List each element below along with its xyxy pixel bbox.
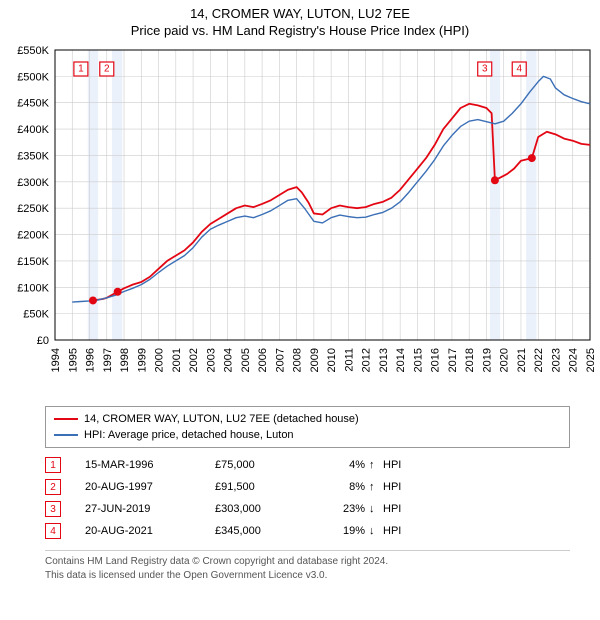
svg-text:2016: 2016 (430, 348, 442, 372)
sale-pct: 23% (315, 503, 369, 515)
svg-text:2009: 2009 (309, 348, 321, 372)
sale-marker: 3 (45, 501, 61, 517)
svg-text:1997: 1997 (102, 348, 114, 372)
svg-text:2018: 2018 (464, 348, 476, 372)
svg-text:£400K: £400K (17, 124, 49, 136)
sale-date: 15-MAR-1996 (85, 459, 215, 471)
legend-swatch (54, 434, 78, 436)
svg-text:2022: 2022 (533, 348, 545, 372)
footer: Contains HM Land Registry data © Crown c… (45, 550, 570, 583)
svg-text:2020: 2020 (499, 348, 511, 372)
sale-price: £91,500 (215, 481, 315, 493)
svg-text:£450K: £450K (17, 98, 49, 110)
sale-pct: 19% (315, 525, 369, 537)
svg-text:2017: 2017 (447, 348, 459, 372)
svg-text:2015: 2015 (412, 348, 424, 372)
svg-text:2024: 2024 (568, 348, 580, 372)
svg-text:£250K: £250K (17, 203, 49, 215)
svg-text:2019: 2019 (481, 348, 493, 372)
svg-text:1999: 1999 (136, 348, 148, 372)
svg-text:2011: 2011 (343, 348, 355, 372)
svg-text:2000: 2000 (154, 348, 166, 372)
footer-line: This data is licensed under the Open Gov… (45, 569, 570, 583)
sale-date: 20-AUG-2021 (85, 525, 215, 537)
svg-text:2003: 2003 (205, 348, 217, 372)
svg-text:2025: 2025 (585, 348, 597, 372)
svg-text:2001: 2001 (171, 348, 183, 372)
footer-line: Contains HM Land Registry data © Crown c… (45, 555, 570, 569)
svg-text:£350K: £350K (17, 150, 49, 162)
title-address: 14, CROMER WAY, LUTON, LU2 7EE (0, 6, 600, 21)
sale-date: 27-JUN-2019 (85, 503, 215, 515)
svg-text:2008: 2008 (292, 348, 304, 372)
svg-text:£550K: £550K (17, 45, 49, 57)
svg-text:1995: 1995 (67, 348, 79, 372)
svg-text:£0: £0 (37, 335, 49, 347)
svg-text:2021: 2021 (516, 348, 528, 372)
title-subtitle: Price paid vs. HM Land Registry's House … (0, 23, 600, 38)
sale-marker: 4 (45, 523, 61, 539)
sale-hpi-label: HPI (383, 503, 423, 515)
sale-marker: 2 (45, 479, 61, 495)
arrow-icon: ↑ (369, 481, 383, 493)
legend-item: 14, CROMER WAY, LUTON, LU2 7EE (detached… (54, 411, 561, 427)
price-chart: £0 £50K £100K £150K £200K £250K £300K £350K £400… (0, 40, 600, 400)
svg-text:2005: 2005 (240, 348, 252, 372)
svg-text:1996: 1996 (85, 348, 97, 372)
svg-text:£300K: £300K (17, 177, 49, 189)
legend-label: HPI: Average price, detached house, Luto… (84, 427, 294, 443)
sale-pct: 8% (315, 481, 369, 493)
svg-text:3: 3 (482, 64, 488, 75)
sale-row: 3 27-JUN-2019£303,00023%↓HPI (45, 498, 570, 520)
svg-text:2002: 2002 (188, 348, 200, 372)
sale-pct: 4% (315, 459, 369, 471)
svg-text:1: 1 (78, 64, 84, 75)
svg-text:£200K: £200K (17, 230, 49, 242)
svg-text:1994: 1994 (50, 348, 62, 372)
sale-row: 1 15-MAR-1996£75,0004%↑HPI (45, 454, 570, 476)
sale-hpi-label: HPI (383, 481, 423, 493)
svg-text:2006: 2006 (257, 348, 269, 372)
svg-text:2010: 2010 (326, 348, 338, 372)
chart-area: £0 £50K £100K £150K £200K £250K £300K £350K £400… (0, 40, 600, 400)
svg-text:£50K: £50K (23, 309, 49, 321)
svg-text:2023: 2023 (550, 348, 562, 372)
legend-item: HPI: Average price, detached house, Luto… (54, 427, 561, 443)
sale-price: £345,000 (215, 525, 315, 537)
sale-hpi-label: HPI (383, 459, 423, 471)
svg-text:£150K: £150K (17, 256, 49, 268)
sale-price: £303,000 (215, 503, 315, 515)
legend-swatch (54, 418, 78, 420)
sale-date: 20-AUG-1997 (85, 481, 215, 493)
legend-label: 14, CROMER WAY, LUTON, LU2 7EE (detached… (84, 411, 359, 427)
svg-text:4: 4 (516, 64, 522, 75)
svg-text:2012: 2012 (361, 348, 373, 372)
sale-row: 4 20-AUG-2021£345,00019%↓HPI (45, 520, 570, 542)
svg-text:2014: 2014 (395, 348, 407, 372)
sale-hpi-label: HPI (383, 525, 423, 537)
svg-text:£500K: £500K (17, 71, 49, 83)
svg-text:2007: 2007 (274, 348, 286, 372)
svg-text:2: 2 (104, 64, 110, 75)
svg-text:1998: 1998 (119, 348, 131, 372)
sale-marker: 1 (45, 457, 61, 473)
sale-price: £75,000 (215, 459, 315, 471)
arrow-icon: ↑ (369, 459, 383, 471)
sales-table: 115-MAR-1996£75,0004%↑HPI220-AUG-1997£91… (45, 454, 570, 542)
arrow-icon: ↓ (369, 503, 383, 515)
chart-titles: 14, CROMER WAY, LUTON, LU2 7EE Price pai… (0, 0, 600, 40)
svg-text:2013: 2013 (378, 348, 390, 372)
sale-row: 2 20-AUG-1997£91,5008%↑HPI (45, 476, 570, 498)
svg-text:£100K: £100K (17, 282, 49, 294)
svg-text:2004: 2004 (223, 348, 235, 372)
legend: 14, CROMER WAY, LUTON, LU2 7EE (detached… (45, 406, 570, 448)
arrow-icon: ↓ (369, 525, 383, 537)
